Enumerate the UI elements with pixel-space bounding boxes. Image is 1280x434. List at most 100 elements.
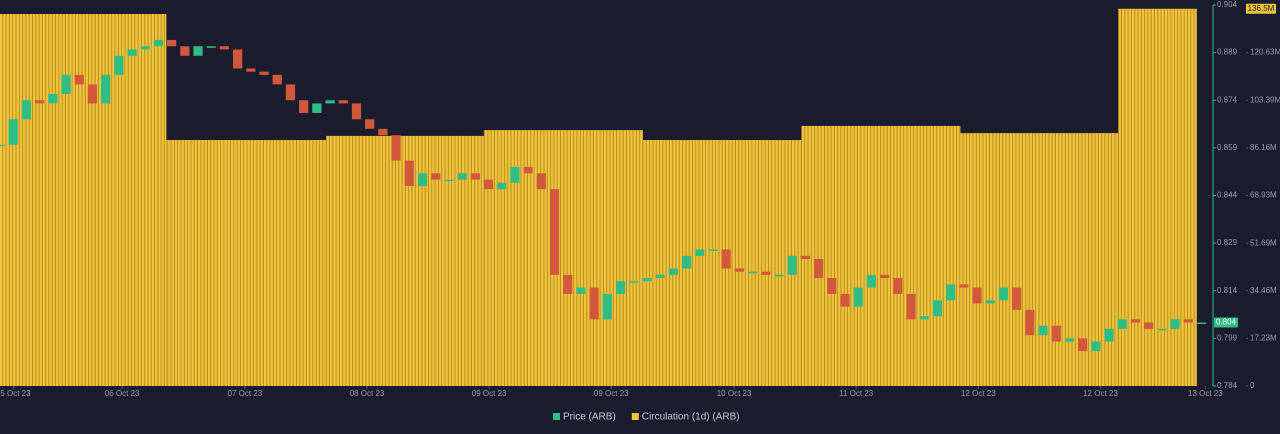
y-tick-label: 0.859: [1217, 143, 1238, 152]
candle-body: [813, 259, 824, 279]
candle-body: [21, 100, 32, 120]
current-circulation-box: [1246, 3, 1276, 14]
candle-body: [457, 173, 467, 180]
legend-label: Circulation (1d) (ARB): [642, 412, 740, 423]
x-tick-label: 13 Oct 23: [1188, 389, 1223, 398]
candle-body: [206, 46, 216, 48]
candle-body: [827, 278, 837, 294]
candle-body: [1038, 325, 1048, 336]
candle-body: [153, 39, 164, 47]
candle-body: [1157, 328, 1167, 331]
candle-body: [523, 166, 533, 174]
candle-body: [853, 287, 863, 307]
y2-tick-label: 34.46M: [1250, 286, 1277, 295]
candle-body: [114, 55, 124, 75]
candle-body: [906, 293, 916, 320]
candle-body: [365, 119, 375, 129]
y2-tick-label: 68.93M: [1250, 191, 1277, 200]
y2-tick-label: 86.16M: [1250, 143, 1277, 152]
candle-body: [74, 74, 84, 85]
candle-body: [761, 271, 771, 275]
candle-body: [615, 281, 626, 294]
candle-body: [1104, 328, 1114, 342]
candle-body: [219, 46, 230, 50]
candle-body: [61, 74, 71, 94]
candle-body: [919, 316, 929, 320]
y-tick-label: 0.889: [1217, 48, 1238, 57]
candle-body: [140, 46, 150, 50]
candle-body: [378, 128, 388, 136]
candle-body: [259, 71, 269, 75]
candle-body: [338, 100, 348, 104]
candle-body: [629, 281, 639, 283]
candle-body: [444, 179, 454, 182]
candle-body: [34, 100, 45, 104]
y-tick-label: 0.829: [1217, 238, 1238, 247]
candle-body: [945, 284, 956, 301]
candle-body: [866, 274, 876, 288]
candle-body: [549, 189, 560, 275]
x-tick-label: 05 Oct 23: [0, 389, 31, 398]
candle-body: [417, 173, 428, 186]
y2-tick-label: 103.39M: [1250, 95, 1280, 104]
y2-tick-label: 17.23M: [1250, 333, 1277, 342]
candle-body: [48, 93, 58, 104]
candle-body: [576, 287, 586, 294]
candle-body: [431, 173, 441, 180]
y-tick-label: 0.799: [1217, 333, 1238, 342]
candle-body: [932, 300, 943, 317]
candle-body: [787, 255, 797, 275]
x-tick-label: 08 Oct 23: [350, 389, 385, 398]
circulation-bar: [801, 125, 961, 386]
x-tick-label: 10 Oct 23: [717, 389, 752, 398]
candle-body: [800, 255, 810, 259]
candle-body: [747, 271, 758, 274]
candle-body: [510, 166, 520, 183]
candle-body: [959, 284, 969, 288]
candle-body: [0, 144, 5, 147]
candle-body: [8, 119, 18, 145]
candle-body: [1144, 322, 1154, 329]
candle-body: [391, 135, 401, 161]
candle-body: [774, 274, 784, 277]
y-tick-label: 0.814: [1217, 286, 1238, 295]
candle-body: [1011, 287, 1022, 310]
y-tick-label: 0.874: [1217, 95, 1238, 104]
x-tick-label: 07 Oct 23: [228, 389, 263, 398]
legend: Price (ARB) Circulation (1d) (ARB): [553, 412, 740, 423]
candle-body: [695, 249, 705, 256]
candle-body: [1117, 319, 1127, 329]
y-tick-label: 0.844: [1217, 191, 1238, 200]
circulation-bar: [166, 140, 327, 386]
candle-body: [1170, 319, 1180, 329]
legend-swatch: [553, 413, 560, 420]
candle-body: [893, 278, 903, 294]
candle-body: [879, 274, 890, 279]
candle-body: [721, 249, 731, 269]
current-circulation-label: 136.5M: [1248, 4, 1275, 13]
x-tick-label: 12 Oct 23: [1083, 389, 1118, 398]
y-tick-label: 0.784: [1217, 381, 1238, 390]
candle-body: [972, 287, 982, 304]
candle-body: [101, 74, 111, 104]
x-tick-label: 09 Oct 23: [472, 389, 507, 398]
candle-body: [1064, 338, 1075, 342]
circulation-bar: [0, 14, 167, 386]
candle-body: [1183, 319, 1193, 323]
candle-body: [312, 103, 322, 113]
candle-body: [497, 182, 507, 190]
candle-body: [998, 287, 1009, 301]
x-tick-label: 06 Oct 23: [105, 389, 140, 398]
candle-body: [536, 173, 546, 190]
x-tick-label: 09 Oct 23: [594, 389, 629, 398]
candle-body: [87, 84, 98, 104]
y2-tick-label: 0: [1250, 381, 1255, 390]
candle-body: [708, 249, 718, 251]
candle-body: [299, 100, 309, 113]
candle-body: [180, 46, 190, 56]
candle-body: [167, 39, 177, 47]
candle-body: [404, 160, 414, 186]
candle-body: [1051, 325, 1061, 342]
candle-body: [602, 293, 612, 320]
x-tick-label: 12 Oct 23: [961, 389, 996, 398]
